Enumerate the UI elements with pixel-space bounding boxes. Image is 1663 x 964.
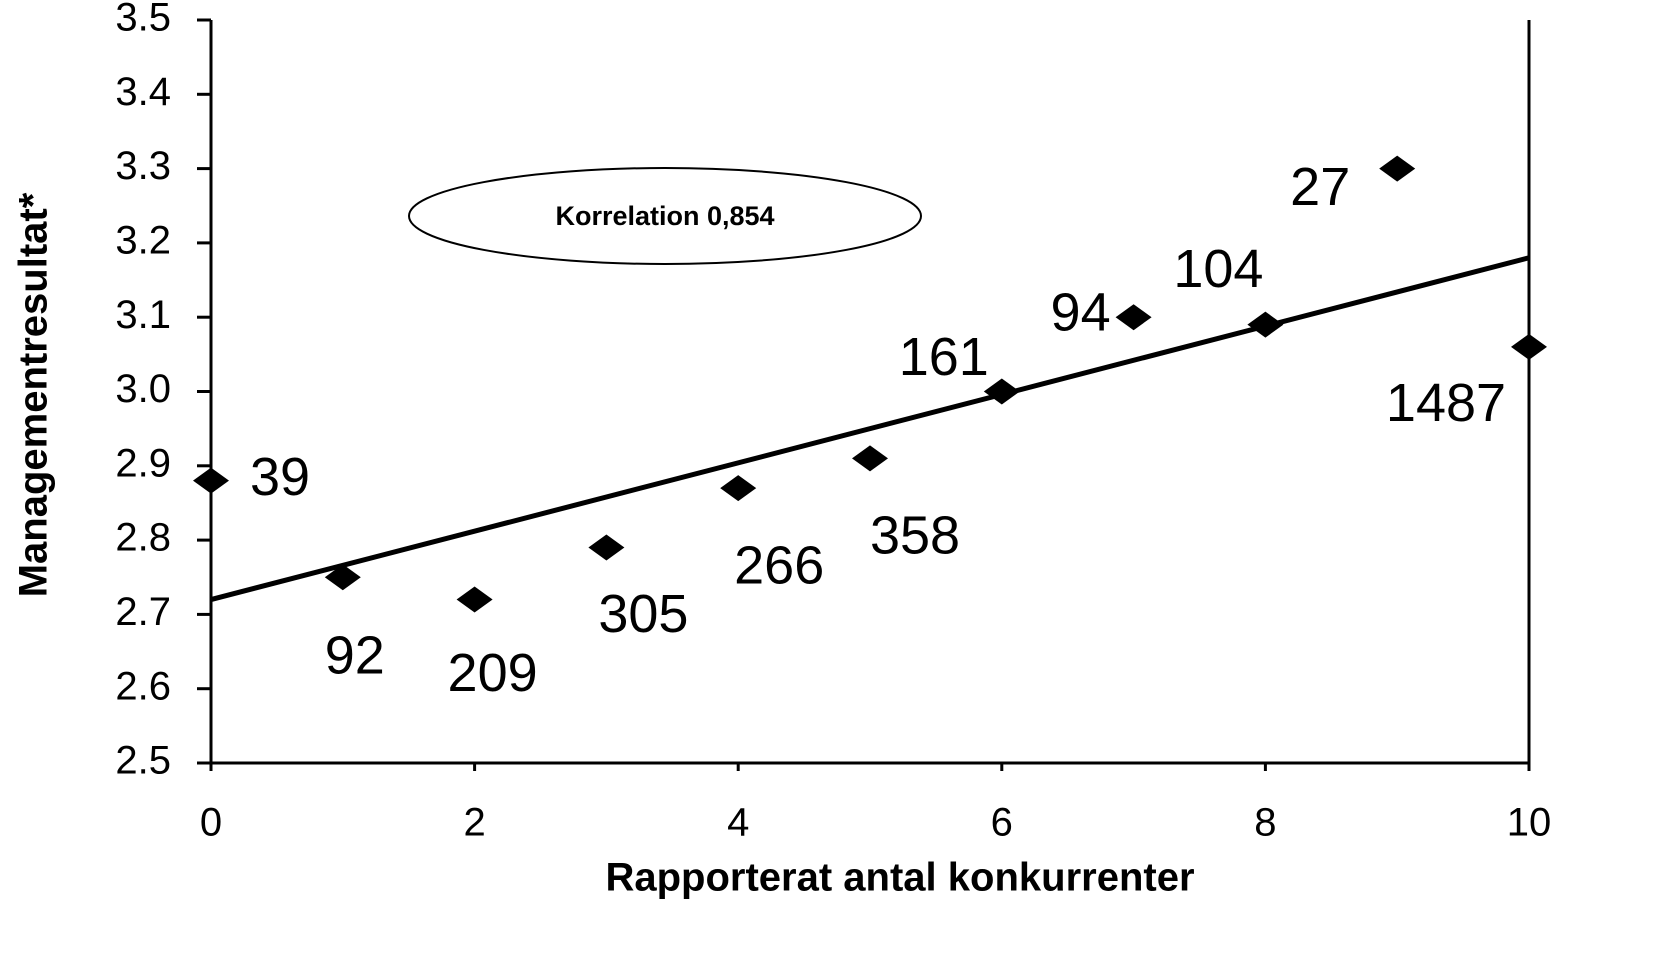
y-tick-label: 2.9 [115,441,171,485]
point-label: 305 [598,584,688,644]
point-label: 161 [899,327,989,387]
y-tick-label: 2.7 [115,590,171,634]
point [324,564,361,591]
annotation: Korrelation 0,854 [555,201,774,231]
y-axis-title: Managementresultat* [12,192,56,597]
point-label: 209 [448,643,538,703]
y-tick-label: 3.5 [115,0,171,40]
point-label: 266 [734,535,824,595]
y-tick-label: 3.1 [115,293,171,337]
x-tick-label: 8 [1254,801,1276,845]
point-label: 39 [250,447,310,507]
point [1115,304,1152,331]
y-tick-label: 2.8 [115,516,171,560]
point-label: 94 [1051,282,1111,342]
point [983,378,1020,405]
point-label: 92 [325,626,385,686]
y-tick-label: 2.5 [115,739,171,783]
point-label: 1487 [1386,373,1506,433]
x-tick-label: 2 [463,801,485,845]
x-tick-label: 4 [727,801,749,845]
y-tick-label: 2.6 [115,664,171,708]
y-tick-label: 3.4 [115,70,171,114]
annotation-ellipse [408,167,922,265]
x-tick-label: 0 [200,801,222,845]
point-label: 104 [1173,239,1263,299]
point [1247,311,1284,338]
point-label: 358 [870,506,960,566]
trendline [210,255,1530,602]
point [852,445,888,472]
y-tick-label: 3.3 [115,144,171,188]
x-tick-label: 6 [991,801,1013,845]
point [1379,155,1416,182]
point-label: 27 [1290,157,1350,217]
y-tick-label: 3.2 [115,218,171,262]
x-axis-title: Rapporterat antal konkurrenter [605,856,1194,900]
y-tick-label: 3.0 [115,367,171,411]
point [1511,333,1547,360]
point [588,534,625,561]
x-tick-label: 10 [1507,801,1552,845]
point [456,586,493,613]
point [193,467,229,494]
point [720,475,757,502]
